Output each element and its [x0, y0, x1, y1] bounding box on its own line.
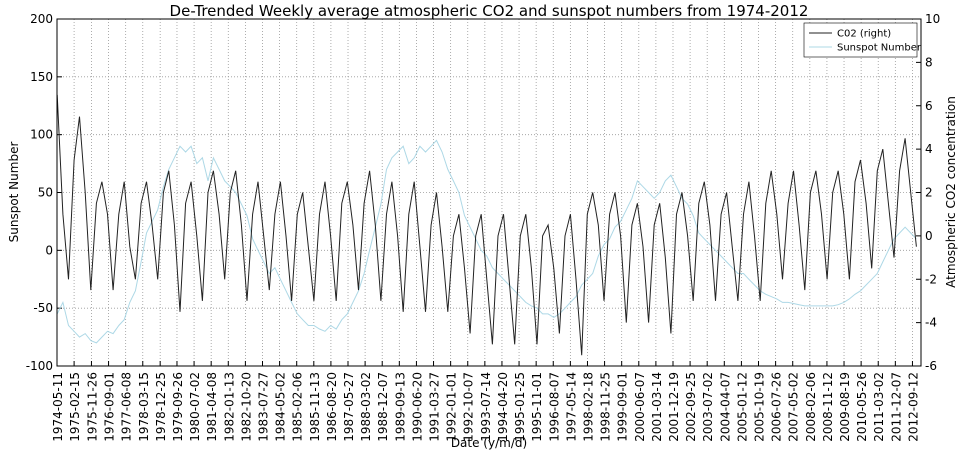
x-tick-label: 1992-01-01 — [445, 372, 459, 442]
x-tick-label: 1998-11-25 — [599, 372, 613, 442]
x-tick-label: 2007-05-02 — [787, 372, 801, 442]
x-tick-label: 1982-10-20 — [239, 372, 253, 442]
legend-box — [803, 22, 918, 58]
x-tick-label: 1984-05-02 — [274, 372, 288, 442]
y2-tick-label: -6 — [925, 359, 937, 373]
x-tick-label: 1987-05-27 — [342, 372, 356, 442]
x-tick-label: 2001-12-19 — [667, 372, 681, 442]
x-tick-label: 1995-01-25 — [513, 372, 527, 442]
x-tick-label: 1985-02-06 — [291, 372, 305, 442]
y-axis-label: Sunspot Number — [7, 142, 21, 243]
y2-tick-label: -4 — [925, 316, 937, 330]
x-tick-label: 2011-03-02 — [872, 372, 886, 442]
y2-tick-label: 6 — [925, 99, 933, 113]
x-tick-label: 1982-01-13 — [222, 372, 236, 442]
x-tick-label: 1994-04-20 — [496, 372, 510, 442]
x-tick-label: 1980-07-02 — [188, 372, 202, 442]
y2-tick-label: 0 — [925, 229, 933, 243]
x-tick-label: 1999-09-01 — [616, 372, 630, 442]
legend-label: Sunspot Number — [837, 43, 922, 54]
x-tick-label: 1975-11-26 — [85, 372, 99, 442]
x-tick-label: 1979-09-26 — [171, 372, 185, 442]
x-tick-label: 1996-08-07 — [547, 372, 561, 442]
x-tick-label: 1993-07-14 — [479, 372, 493, 442]
data-line — [56, 94, 917, 356]
x-tick-label: 1991-03-27 — [428, 372, 442, 442]
x-tick-label: 1975-02-15 — [68, 372, 82, 442]
x-tick-label: 1992-10-07 — [462, 372, 476, 442]
y2-tick-label: -2 — [925, 272, 937, 286]
x-tick-label: 2010-05-26 — [855, 372, 869, 442]
y-tick-label: -100 — [26, 359, 53, 373]
x-tick-label: 1997-05-14 — [564, 372, 578, 442]
x-tick-label: 1977-06-08 — [120, 372, 134, 442]
x-tick-label: 2004-04-07 — [718, 372, 732, 442]
x-tick-label: 2006-07-26 — [770, 372, 784, 442]
x-tick-label: 1989-09-13 — [393, 372, 407, 442]
x-tick-label: 1978-03-15 — [137, 372, 151, 442]
y-tick-label: 50 — [38, 186, 53, 200]
x-tick-label: 2012-09-12 — [906, 372, 920, 442]
x-tick-label: 2011-12-07 — [889, 372, 903, 442]
x-tick-label: 1978-12-25 — [154, 372, 168, 442]
y2-axis-label: Atmospheric CO2 concentration — [944, 96, 958, 288]
y-tick-label: 0 — [45, 243, 53, 257]
x-tick-label: 1974-05-11 — [51, 372, 65, 442]
y-tick-label: 200 — [30, 12, 53, 26]
x-tick-label: 2009-08-19 — [838, 372, 852, 442]
x-tick-label: 1985-11-13 — [308, 372, 322, 442]
y-tick-label: -50 — [33, 301, 53, 315]
y-tick-label: 150 — [30, 70, 53, 84]
x-tick-label: 1986-08-20 — [325, 372, 339, 442]
x-tick-label: 1988-03-02 — [359, 372, 373, 442]
x-tick-label: 1983-07-27 — [256, 372, 270, 442]
x-tick-label: 1981-04-08 — [205, 372, 219, 442]
data-line — [56, 139, 917, 344]
y2-tick-label: 10 — [925, 12, 940, 26]
x-tick-label: 2008-02-06 — [804, 372, 818, 442]
x-tick-label: 2003-07-02 — [701, 372, 715, 442]
x-tick-label: 1976-09-01 — [103, 372, 117, 442]
y2-tick-label: 8 — [925, 55, 933, 69]
x-tick-label: 2001-03-14 — [650, 372, 664, 442]
x-tick-label: 1998-02-18 — [581, 372, 595, 442]
y2-tick-label: 4 — [925, 142, 933, 156]
legend-label: C02 (right) — [837, 29, 891, 40]
x-axis-label: Date (y/m/d) — [451, 436, 527, 450]
x-tick-label: 1990-06-20 — [410, 372, 424, 442]
plot-frame — [56, 18, 922, 367]
x-tick-label: 2002-09-25 — [684, 372, 698, 442]
y2-tick-label: 2 — [925, 186, 933, 200]
y-tick-label: 100 — [30, 128, 53, 142]
chart-title: De-Trended Weekly average atmospheric CO… — [170, 2, 809, 20]
x-tick-label: 2000-06-07 — [633, 372, 647, 442]
x-tick-label: 2005-01-12 — [735, 372, 749, 442]
x-tick-label: 2008-11-12 — [821, 372, 835, 442]
x-tick-label: 1995-11-01 — [530, 372, 544, 442]
x-tick-label: 1988-12-07 — [376, 372, 390, 442]
x-tick-label: 2005-10-19 — [753, 372, 767, 442]
